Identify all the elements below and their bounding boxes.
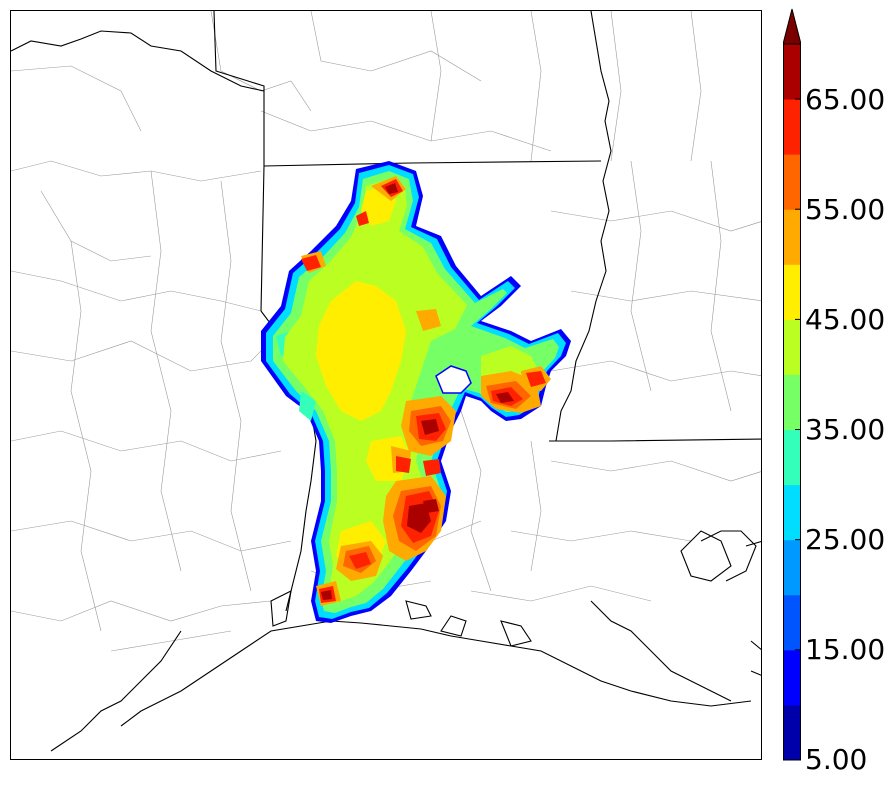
colorbar-segment	[783, 264, 801, 320]
colorbar-frame	[783, 43, 801, 761]
colorbar	[783, 8, 801, 761]
county-boundaries	[11, 11, 761, 652]
colorbar-segment	[783, 374, 801, 431]
colorbar-segment	[783, 429, 801, 486]
colorbar-label-35: 35.00	[805, 413, 886, 446]
colorbar-segment	[783, 539, 801, 596]
field-gap	[435, 365, 472, 394]
colorbar-segment	[783, 99, 801, 155]
colorbar-segment	[783, 649, 801, 706]
colorbar-label-5: 5.00	[805, 743, 868, 776]
colorbar-segment	[783, 319, 801, 375]
reflectivity-field	[261, 161, 571, 623]
colorbar-segment	[783, 209, 801, 265]
colorbar-label-15: 15.00	[805, 633, 886, 666]
colorbar-segment	[783, 704, 801, 761]
colorbar-label-65: 65.00	[805, 83, 886, 116]
colorbar-label-45: 45.00	[805, 303, 886, 336]
reflectivity-map	[11, 11, 761, 752]
colorbar-label-55: 55.00	[805, 193, 886, 226]
colorbar-extend-arrow	[783, 8, 801, 45]
colorbar-label-25: 25.00	[805, 523, 886, 556]
field-yellow	[316, 281, 406, 421]
colorbar-segment	[783, 484, 801, 541]
map-panel[interactable]	[10, 10, 762, 760]
colorbar-segment	[783, 154, 801, 210]
colorbar-segment	[783, 594, 801, 651]
colorbar-segment	[783, 44, 801, 100]
state-boundaries	[11, 11, 761, 752]
